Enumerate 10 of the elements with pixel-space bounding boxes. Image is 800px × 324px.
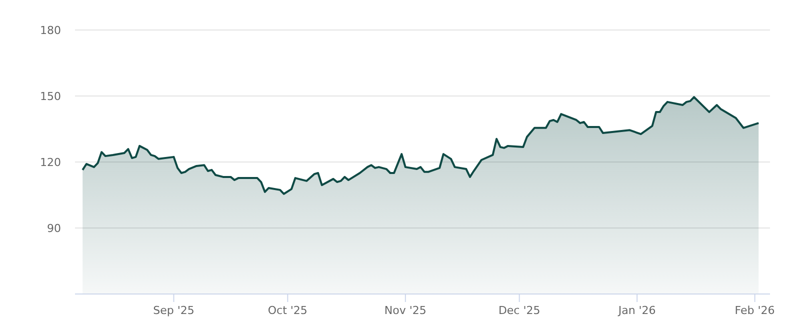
y-tick-label: 90 (47, 222, 61, 235)
x-tick-label: Feb '26 (734, 304, 775, 317)
x-tick-label: Sep '25 (153, 304, 194, 317)
x-tick-label: Nov '25 (384, 304, 426, 317)
y-tick-label: 120 (40, 156, 61, 169)
x-tick-label: Jan '26 (617, 304, 656, 317)
y-tick-label: 180 (40, 24, 61, 37)
x-tick-label: Dec '25 (498, 304, 540, 317)
y-tick-label: 150 (40, 90, 61, 103)
x-tick-label: Oct '25 (268, 304, 308, 317)
